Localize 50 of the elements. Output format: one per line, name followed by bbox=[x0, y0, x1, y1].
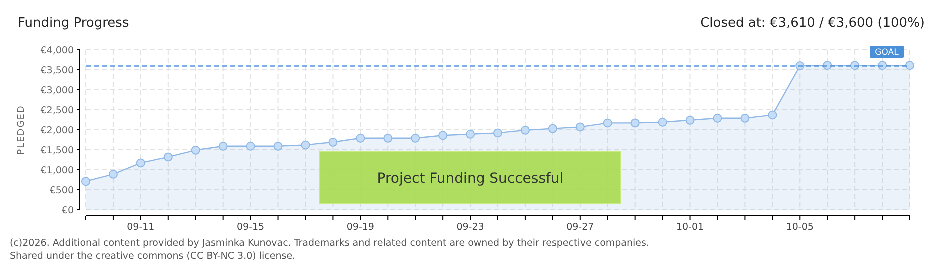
point bbox=[164, 152, 173, 162]
annotation: Project Funding Successful bbox=[377, 171, 564, 187]
point bbox=[686, 116, 695, 125]
point bbox=[906, 61, 914, 70]
y-tick-label: €500 bbox=[50, 186, 74, 196]
point bbox=[274, 142, 283, 151]
point bbox=[740, 114, 750, 123]
point bbox=[438, 131, 448, 140]
chart-title: Funding Progress bbox=[18, 16, 130, 31]
point bbox=[384, 134, 393, 143]
point bbox=[411, 134, 420, 143]
point bbox=[603, 118, 612, 128]
point bbox=[630, 118, 640, 128]
point bbox=[108, 170, 118, 179]
point bbox=[494, 128, 502, 138]
y-axis-title: PLEDGED bbox=[17, 105, 27, 155]
y-tick-label: €2,500 bbox=[40, 106, 74, 116]
point bbox=[768, 110, 778, 120]
point bbox=[520, 126, 530, 135]
y-tick-label: €3,000 bbox=[40, 86, 74, 96]
x-tick-label: 10-01 bbox=[676, 222, 704, 233]
point bbox=[136, 158, 146, 168]
point bbox=[246, 142, 256, 151]
point bbox=[576, 122, 585, 132]
point bbox=[713, 114, 722, 123]
y-tick-label: €1,000 bbox=[40, 166, 74, 176]
y-tick-label: €1,500 bbox=[40, 146, 74, 156]
x-tick-label: 09-23 bbox=[456, 222, 484, 233]
y-tick-label: €2,000 bbox=[40, 126, 74, 136]
chart-subtitle: Closed at: €3,610 / €3,600 (100%) bbox=[700, 16, 925, 31]
x-tick-label: 09-15 bbox=[236, 222, 265, 233]
y-tick-label: €4,000 bbox=[40, 46, 74, 56]
point bbox=[218, 142, 228, 151]
y-tick-label: €3,500 bbox=[40, 66, 74, 76]
y-tick-label: €0 bbox=[62, 206, 74, 216]
point bbox=[328, 138, 338, 147]
text: Shared under the creative commons (CC BY-NC 3.0) license. bbox=[10, 251, 296, 262]
ref-line-label: GOAL bbox=[875, 48, 900, 58]
point bbox=[301, 140, 310, 150]
point bbox=[548, 124, 558, 134]
x-tick-label: 09-19 bbox=[346, 222, 374, 233]
x-tick-label: 09-27 bbox=[566, 222, 594, 233]
point bbox=[82, 177, 90, 186]
text: (c)2026. Additional content provided by Jasminka Kunovac. Trademarks and related content are owned by their respective companies. bbox=[10, 238, 650, 249]
point bbox=[466, 130, 476, 139]
x-tick-label: 10-05 bbox=[786, 222, 814, 233]
point bbox=[658, 118, 668, 127]
point bbox=[191, 146, 200, 155]
x-tick-label: 09-11 bbox=[127, 222, 155, 233]
point bbox=[356, 134, 366, 143]
